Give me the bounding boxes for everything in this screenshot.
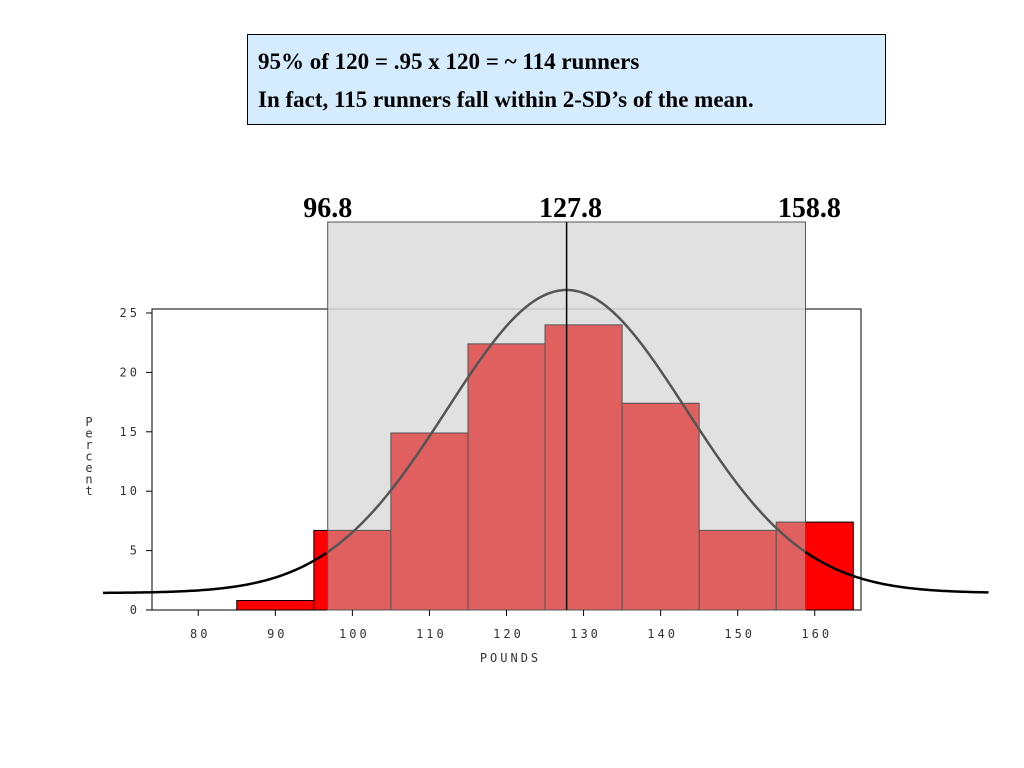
x-tick-label: 110 bbox=[416, 627, 447, 641]
histogram-bar-shaded-135-145 bbox=[621, 402, 700, 611]
histogram-bar-shaded-105-115 bbox=[390, 432, 469, 611]
mean-label: 127.8 bbox=[539, 193, 602, 224]
x-axis-label: POUNDS bbox=[480, 651, 541, 665]
y-tick-label: 5 bbox=[130, 544, 140, 558]
y-tick-label: 10 bbox=[120, 484, 140, 498]
normal-curve-right-tail bbox=[804, 550, 989, 594]
histogram-bar-shaded-125-135 bbox=[544, 324, 623, 611]
annotation-box: 95% of 120 = .95 x 120 = ~ 114 runners I… bbox=[247, 34, 886, 125]
lower-bound-label: 96.8 bbox=[303, 193, 352, 224]
histogram-bar-85-95 bbox=[236, 599, 315, 611]
annotation-line-1: 95% of 120 = .95 x 120 = ~ 114 runners bbox=[258, 49, 640, 74]
y-tick-label: 0 bbox=[130, 603, 140, 617]
histogram-bar-shaded-115-125 bbox=[467, 343, 546, 611]
x-tick-label: 130 bbox=[570, 627, 601, 641]
y-tick-label: 25 bbox=[120, 306, 140, 320]
annotation-line-2: In fact, 115 runners fall within 2-SD’s … bbox=[258, 87, 754, 112]
upper-bound-label: 158.8 bbox=[778, 193, 841, 224]
x-tick-label: 150 bbox=[724, 627, 755, 641]
y-tick-label: 15 bbox=[120, 425, 140, 439]
normal-curve-left-tail bbox=[102, 551, 328, 595]
x-tick-label: 90 bbox=[267, 627, 287, 641]
y-tick-label: 20 bbox=[120, 365, 140, 379]
x-tick-label: 140 bbox=[647, 627, 678, 641]
x-tick-label: 80 bbox=[190, 627, 210, 641]
x-tick-label: 100 bbox=[339, 627, 370, 641]
x-tick-label: 120 bbox=[493, 627, 524, 641]
histogram-bar-shaded-155-165 bbox=[775, 521, 807, 611]
histogram-bar-shaded-95-105 bbox=[327, 529, 392, 611]
histogram-bar-shaded-145-155 bbox=[698, 529, 777, 611]
x-tick-label: 160 bbox=[801, 627, 832, 641]
